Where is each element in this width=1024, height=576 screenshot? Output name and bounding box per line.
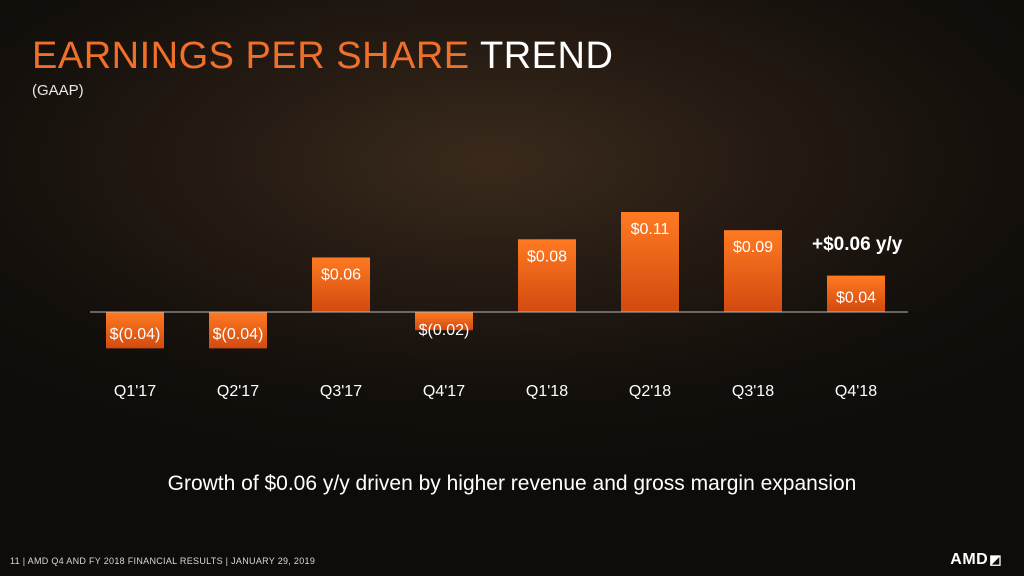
footer-text: 11 | AMD Q4 AND FY 2018 FINANCIAL RESULT… [10, 556, 316, 566]
bar-2 [209, 312, 267, 349]
data-label-1: $(0.04) [110, 326, 161, 343]
data-label-5: $0.08 [527, 248, 567, 265]
bar-1 [106, 312, 164, 349]
data-label-8: $0.04 [836, 290, 876, 307]
bar-8 [827, 275, 885, 312]
category-label-2: Q2'17 [217, 383, 259, 400]
bar-6 [621, 212, 679, 312]
data-label-3: $0.06 [321, 266, 361, 283]
title-plain: TREND [480, 35, 614, 77]
category-label-1: Q1'17 [114, 383, 156, 400]
category-label-5: Q1'18 [526, 383, 568, 400]
growth-note: Growth of $0.06 y/y driven by higher rev… [167, 472, 857, 495]
yoy-annotation: +$0.06 y/y [812, 234, 903, 255]
category-label-7: Q3'18 [732, 383, 774, 400]
data-label-7: $0.09 [733, 239, 773, 256]
page-subtitle: (GAAP) [32, 82, 84, 99]
title-accent: EARNINGS PER SHARE [32, 35, 470, 77]
category-label-8: Q4'18 [835, 383, 877, 400]
page-title: EARNINGS PER SHARE TREND [32, 34, 613, 78]
bar-4 [415, 312, 473, 331]
category-label-3: Q3'17 [320, 383, 362, 400]
category-label-6: Q2'18 [629, 383, 671, 400]
data-label-6: $0.11 [631, 221, 670, 238]
title-block: EARNINGS PER SHARE TREND (GAAP) [32, 34, 613, 99]
amd-arrow-icon: ◩ [989, 552, 1002, 567]
category-label-4: Q4'17 [423, 383, 465, 400]
data-label-4: $(0.02) [419, 322, 470, 339]
logo-text: AMD [950, 551, 989, 568]
amd-logo: AMD◩ [950, 551, 1002, 569]
data-label-2: $(0.04) [213, 326, 264, 343]
bar-7 [724, 230, 782, 312]
bar-5 [518, 239, 576, 312]
bar-3 [312, 257, 370, 312]
